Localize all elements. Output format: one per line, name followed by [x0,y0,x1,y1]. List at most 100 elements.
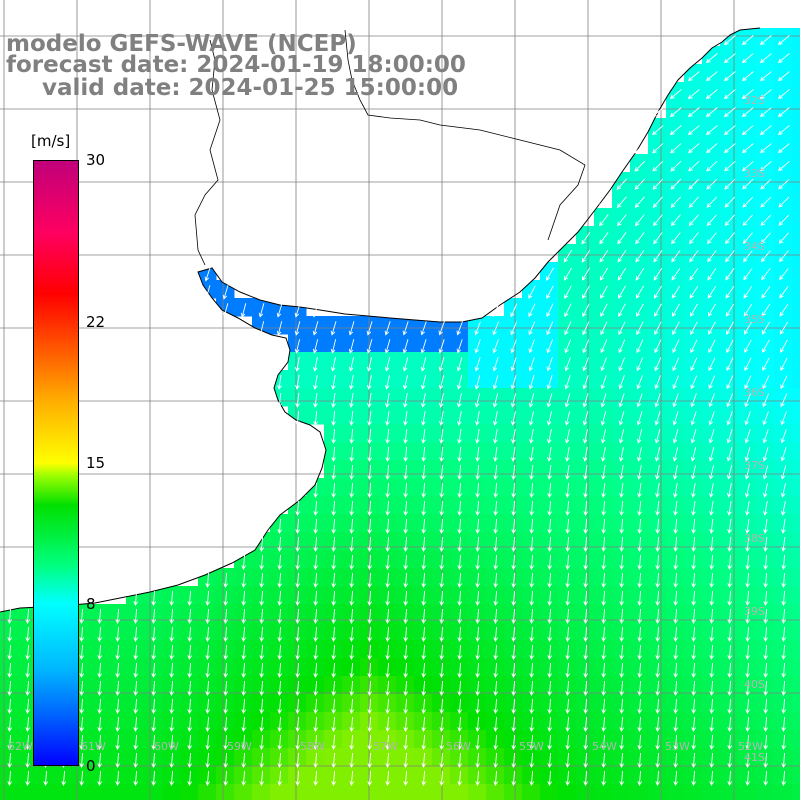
wind-cell [90,658,109,677]
wind-arrow [709,483,714,498]
wind-arrow [349,446,354,462]
wind-cell [90,604,109,623]
wind-arrow [759,161,772,172]
wind-arrow [295,518,300,534]
wind-arrow [385,770,390,786]
wind-cell [234,676,253,695]
wind-arrow [241,716,246,732]
wind-cell [738,334,757,353]
wind-cell [414,424,433,443]
wind-cell [522,640,541,659]
wind-arrow [780,483,787,498]
wind-arrow [655,572,660,588]
wind-cell [558,388,577,407]
wind-arrow [691,770,696,786]
wind-arrow [403,662,408,678]
wind-arrow [619,572,624,588]
wind-cell [522,730,541,749]
wind-arrow [690,357,698,372]
colorbar-tick-label: 0 [86,757,96,775]
wind-cell [378,424,397,443]
wind-arrow [349,770,354,786]
wind-cell [720,298,739,317]
wind-cell [270,712,289,731]
wind-arrow [705,89,718,100]
wind-arrow [652,196,663,209]
wind-cell [180,730,199,749]
wind-arrow [7,770,12,786]
wind-cell [666,748,685,767]
wind-arrow [475,536,480,552]
wind-arrow [295,375,300,390]
wind-arrow [456,375,463,390]
wind-cell [558,478,577,497]
wind-arrow [439,429,444,444]
wind-cell [576,784,595,800]
wind-cell [738,730,757,749]
wind-cell [342,442,361,461]
wind-arrow [79,716,84,732]
wind-arrow [349,608,354,624]
wind-arrow [763,770,768,786]
wind-cell [666,604,685,623]
wind-cell [702,784,721,800]
wind-arrow [601,626,606,642]
wind-arrow [403,716,408,732]
wind-cell [684,676,703,695]
wind-cell [756,748,775,767]
wind-arrow [439,482,444,498]
wind-arrow [457,518,462,534]
wind-arrow [709,734,714,750]
wind-arrow [781,608,786,624]
wind-cell [702,694,721,713]
wind-cell [288,622,307,641]
wind-cell [684,82,703,101]
wind-cell [432,478,451,497]
wind-arrow [707,250,717,263]
wind-cell [576,424,595,443]
wind-cell [324,748,343,767]
wind-arrow [277,644,282,660]
wind-arrow [475,429,480,444]
wind-arrow [475,554,480,570]
wind-arrow [547,554,552,570]
wind-arrow [403,698,408,714]
wind-arrow [708,339,716,354]
wind-cell [612,208,631,227]
wind-arrow [133,590,138,606]
wind-cell [630,352,649,371]
wind-cell [756,730,775,749]
wind-arrow [403,464,408,480]
wind-cell [594,694,613,713]
wind-arrow [439,590,444,606]
wind-arrow [529,482,534,498]
wind-arrow [331,536,336,552]
wind-arrow [763,626,768,642]
wind-arrow [565,752,570,768]
wind-arrow [672,411,679,426]
wind-arrow [367,482,372,498]
wind-arrow [457,608,462,624]
wind-arrow [133,662,138,678]
wind-arrow [295,554,300,570]
wind-cell [594,352,613,371]
wind-arrow [582,375,589,390]
wind-cell [738,586,757,605]
wind-cell [306,532,325,551]
wind-cell [90,784,109,800]
wind-arrow [529,752,534,768]
wind-cell [756,586,775,605]
wind-arrow [330,339,337,354]
wind-cell [450,532,469,551]
wind-cell [522,442,541,461]
wind-arrow [241,680,246,696]
wind-arrow [763,734,768,750]
wind-cell [504,496,523,515]
wind-cell [630,640,649,659]
wind-cell [648,550,667,569]
wind-arrow [635,214,645,227]
wind-arrow [655,465,660,480]
wind-arrow [421,429,426,444]
wind-arrow [367,698,372,714]
wind-cell [738,766,757,785]
